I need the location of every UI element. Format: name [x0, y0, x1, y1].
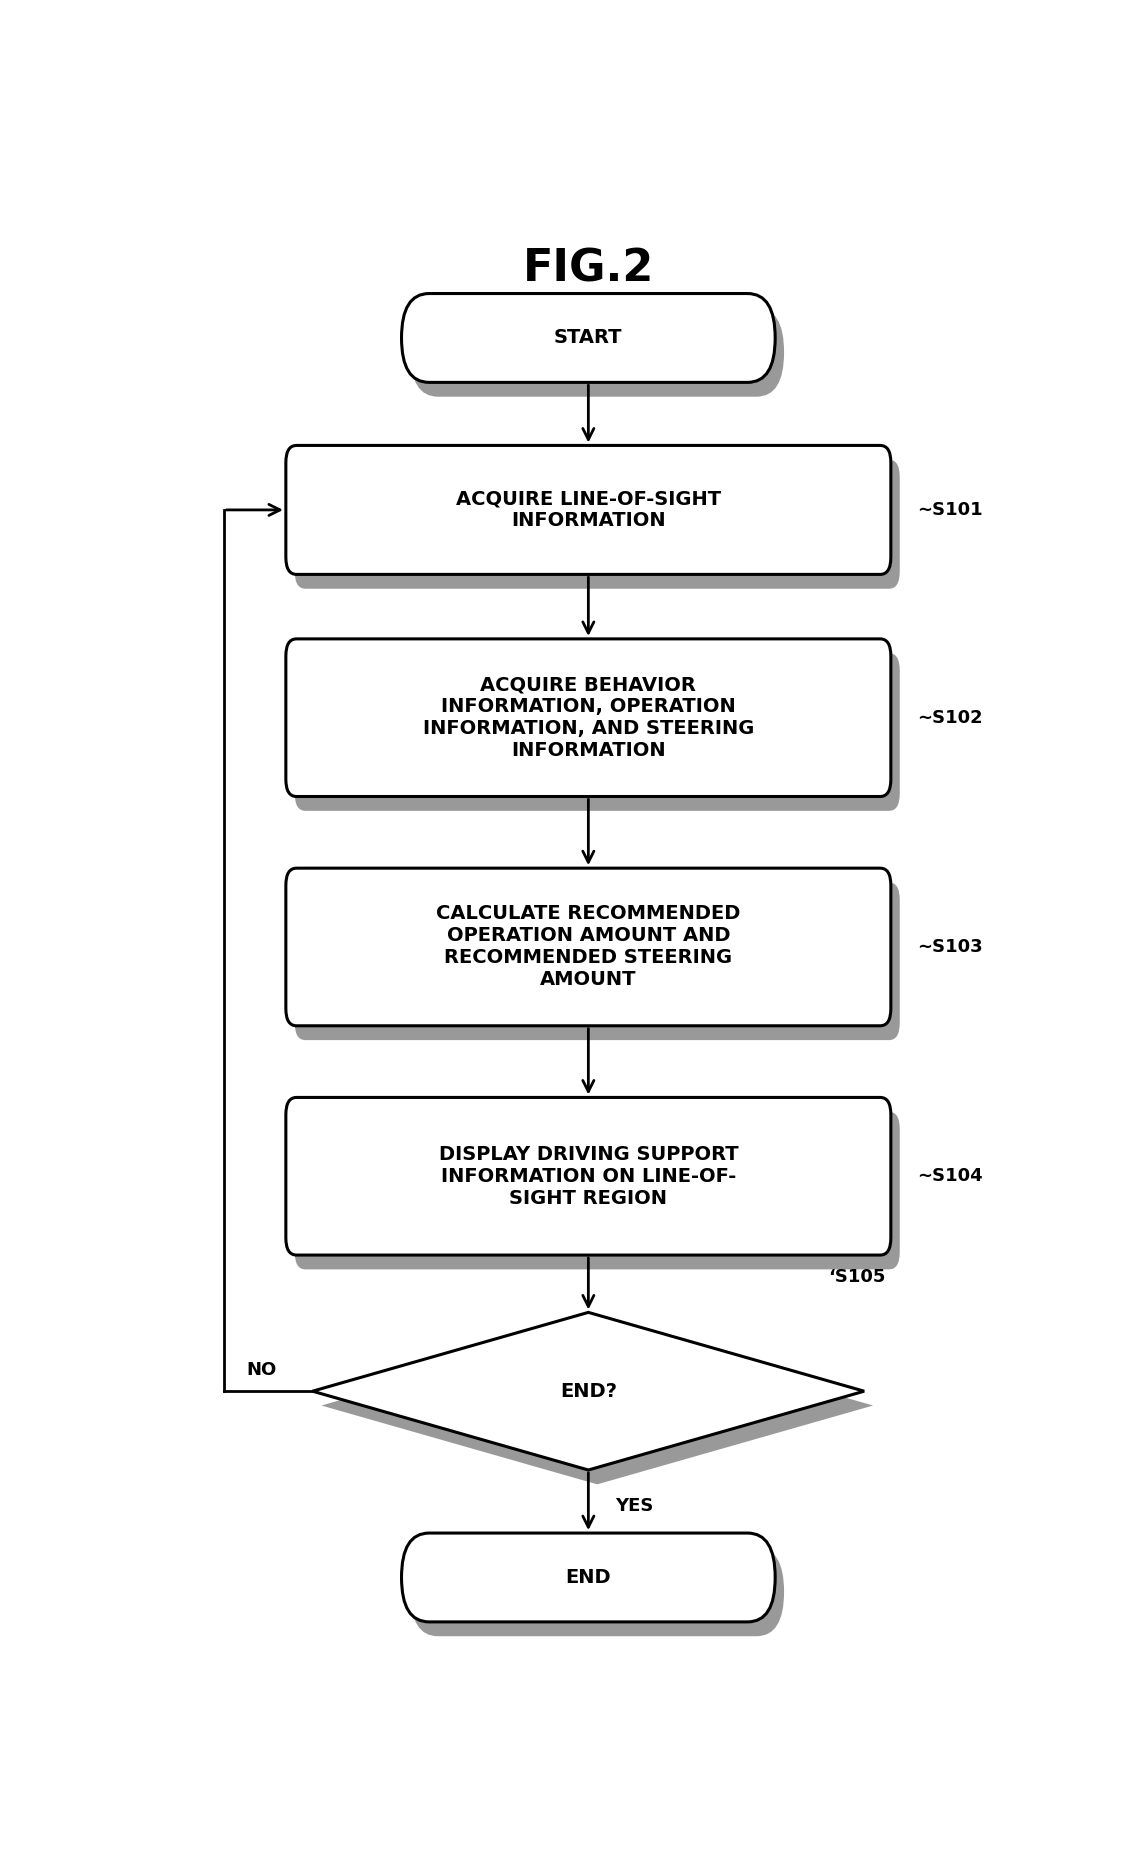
Text: ACQUIRE BEHAVIOR
INFORMATION, OPERATION
INFORMATION, AND STEERING
INFORMATION: ACQUIRE BEHAVIOR INFORMATION, OPERATION … — [422, 676, 754, 759]
Text: ∼S102: ∼S102 — [917, 709, 983, 726]
Text: ACQUIRE LINE-OF-SIGHT
INFORMATION: ACQUIRE LINE-OF-SIGHT INFORMATION — [456, 489, 721, 530]
Text: END: END — [566, 1569, 611, 1587]
Polygon shape — [321, 1327, 874, 1485]
Text: ∼S101: ∼S101 — [917, 501, 983, 519]
FancyBboxPatch shape — [411, 1546, 784, 1636]
Text: FIG.2: FIG.2 — [522, 248, 654, 290]
Text: START: START — [554, 328, 622, 348]
FancyBboxPatch shape — [402, 294, 775, 382]
Text: DISPLAY DRIVING SUPPORT
INFORMATION ON LINE-OF-
SIGHT REGION: DISPLAY DRIVING SUPPORT INFORMATION ON L… — [439, 1145, 738, 1208]
Text: YES: YES — [615, 1496, 653, 1515]
FancyBboxPatch shape — [295, 882, 900, 1040]
FancyBboxPatch shape — [411, 307, 784, 396]
Text: ‘S105: ‘S105 — [829, 1267, 886, 1286]
FancyBboxPatch shape — [295, 1111, 900, 1269]
Text: CALCULATE RECOMMENDED
OPERATION AMOUNT AND
RECOMMENDED STEERING
AMOUNT: CALCULATE RECOMMENDED OPERATION AMOUNT A… — [436, 904, 740, 990]
Text: NO: NO — [247, 1360, 277, 1379]
Polygon shape — [312, 1312, 864, 1470]
Text: ∼S103: ∼S103 — [917, 938, 983, 957]
Text: END?: END? — [560, 1381, 616, 1401]
FancyBboxPatch shape — [286, 638, 891, 797]
FancyBboxPatch shape — [295, 460, 900, 588]
FancyBboxPatch shape — [286, 445, 891, 575]
Text: ∼S104: ∼S104 — [917, 1167, 983, 1185]
FancyBboxPatch shape — [295, 653, 900, 811]
FancyBboxPatch shape — [402, 1533, 775, 1623]
FancyBboxPatch shape — [286, 1098, 891, 1254]
FancyBboxPatch shape — [286, 867, 891, 1025]
